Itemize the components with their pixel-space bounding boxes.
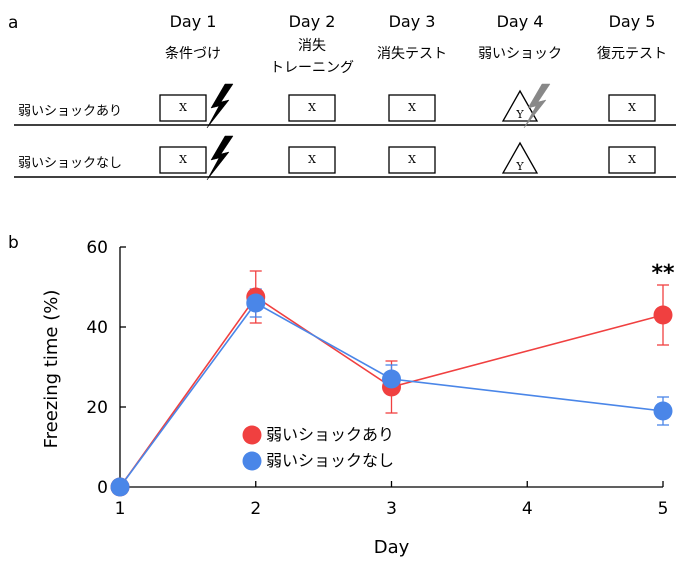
context-letter: Y xyxy=(515,160,524,173)
panel-b-label: b xyxy=(8,233,19,253)
context-letter: X xyxy=(408,101,416,114)
y-tick-label: 60 xyxy=(86,238,108,258)
context-x-box xyxy=(159,146,207,174)
significance-marker: ** xyxy=(651,261,675,286)
x-axis-title: Day xyxy=(374,537,410,558)
legend-marker xyxy=(242,425,262,445)
shock-bolt-icon xyxy=(206,83,234,129)
step-label: 消失 xyxy=(298,38,326,54)
x-tick-label: 5 xyxy=(658,499,669,519)
day-heading: Day 4 xyxy=(497,12,544,31)
shock-bolt-icon xyxy=(206,135,234,181)
freezing-chart: 0 20 40 60 1 2 3 4 5 Day Freezing time (%) ** 弱いショック… xyxy=(41,238,675,558)
shock-bolt-icon xyxy=(523,83,551,129)
group-label: 弱いショックなし xyxy=(18,156,122,171)
context-x-box xyxy=(608,146,656,174)
data-point xyxy=(653,401,673,421)
step-label: 弱いショック xyxy=(478,46,562,62)
data-point xyxy=(246,293,266,313)
step-label: トレーニング xyxy=(270,60,354,76)
y-tick-label: 20 xyxy=(86,398,108,418)
x-tick-label: 1 xyxy=(115,499,126,519)
data-point xyxy=(653,305,673,325)
context-letter: Y xyxy=(515,108,524,121)
context-letter: X xyxy=(179,101,187,114)
context-letter: X xyxy=(179,153,187,166)
context-letter: X xyxy=(408,153,416,166)
panel-a-label: a xyxy=(8,13,18,33)
series-line xyxy=(119,295,664,488)
context-letter: X xyxy=(308,101,316,114)
group-label: 弱いショックあり xyxy=(18,104,122,119)
context-letter: X xyxy=(628,153,636,166)
data-point xyxy=(110,477,130,497)
x-tick-label: 3 xyxy=(386,499,397,519)
context-letter: X xyxy=(308,153,316,166)
day-heading: Day 5 xyxy=(609,12,656,31)
day-heading: Day 2 xyxy=(289,12,336,31)
step-label: 消失テスト xyxy=(377,46,447,62)
context-x-box xyxy=(388,94,436,122)
x-tick-label: 2 xyxy=(250,499,261,519)
y-tick-label: 0 xyxy=(97,478,108,498)
x-tick-label: 4 xyxy=(522,499,533,519)
day-heading: Day 1 xyxy=(170,12,217,31)
legend-marker xyxy=(242,451,262,471)
data-point xyxy=(382,369,401,389)
context-x-box xyxy=(288,146,336,174)
legend-label: 弱いショックあり xyxy=(266,425,394,444)
context-y-triangle xyxy=(501,141,539,174)
step-label: 条件づけ xyxy=(165,45,221,62)
context-x-box xyxy=(608,94,656,122)
context-y-triangle xyxy=(501,89,539,122)
context-x-box xyxy=(288,94,336,122)
legend-label: 弱いショックなし xyxy=(266,451,394,470)
day-heading: Day 3 xyxy=(389,12,436,31)
y-axis-title: Freezing time (%) xyxy=(41,290,62,449)
y-tick-label: 40 xyxy=(86,318,108,338)
step-label: 復元テスト xyxy=(597,45,667,62)
series-line xyxy=(119,301,664,488)
context-x-box xyxy=(159,94,207,122)
context-x-box xyxy=(388,146,436,174)
context-letter: X xyxy=(628,101,636,114)
